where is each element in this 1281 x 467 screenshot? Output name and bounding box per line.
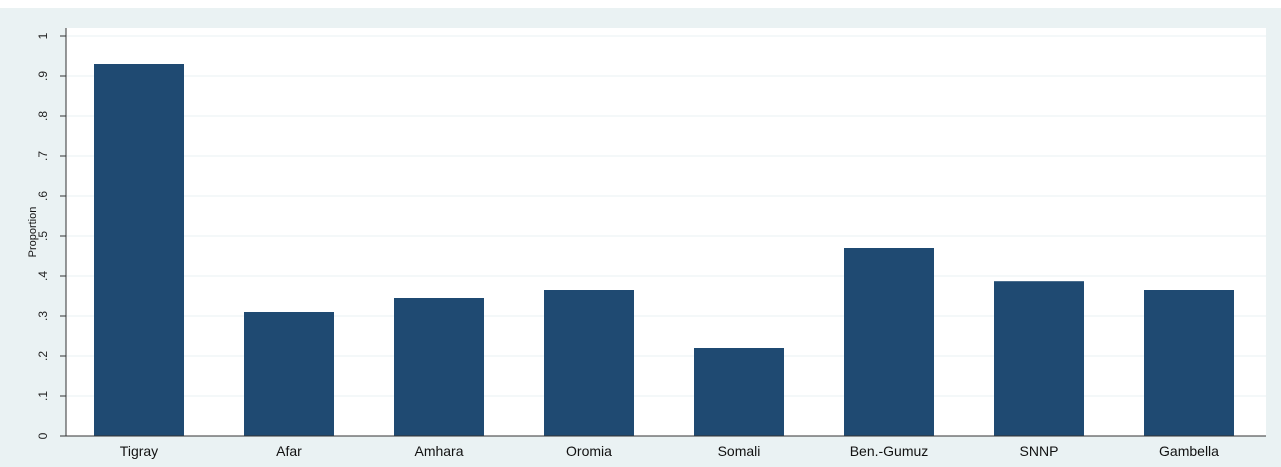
bar-afar — [244, 312, 334, 436]
y-tick-label: 1 — [36, 32, 50, 39]
y-tick-label: .1 — [36, 391, 50, 401]
bars — [94, 64, 1234, 436]
y-tick-label: .5 — [36, 231, 50, 241]
bar-oromia — [544, 290, 634, 436]
bar-tigray — [94, 64, 184, 436]
y-tick-label: .2 — [36, 351, 50, 361]
y-axis-label: Proportion — [27, 207, 39, 258]
bar-amhara — [394, 298, 484, 436]
x-category-label: Amhara — [414, 443, 463, 459]
y-tick-label: 0 — [36, 432, 50, 439]
gridlines — [66, 35, 1266, 397]
x-category-label: Oromia — [566, 443, 612, 459]
y-axis-ticks: 0 .1 .2 .3 .4 .5 .6 .7 .8 .9 1 — [36, 32, 66, 439]
y-tick-label: .7 — [36, 151, 50, 161]
y-tick-label: .9 — [36, 71, 50, 81]
bar-ben-gumuz — [844, 248, 934, 436]
x-category-label: Afar — [276, 443, 302, 459]
x-category-label: Ben.-Gumuz — [850, 443, 929, 459]
y-tick-label: .4 — [36, 271, 50, 281]
x-axis-category-labels: Tigray Afar Amhara Oromia Somali Ben.-Gumuz SN… — [120, 443, 1219, 459]
y-tick-label: .6 — [36, 191, 50, 201]
bar-gambella — [1144, 290, 1234, 436]
y-tick-label: .3 — [36, 311, 50, 321]
x-category-label: Gambella — [1159, 443, 1219, 459]
x-category-label: SNNP — [1020, 443, 1059, 459]
bar-snnp — [994, 281, 1084, 436]
x-category-label: Tigray — [120, 443, 158, 459]
x-category-label: Somali — [718, 443, 761, 459]
y-tick-label: .8 — [36, 111, 50, 121]
bar-somali — [694, 348, 784, 436]
